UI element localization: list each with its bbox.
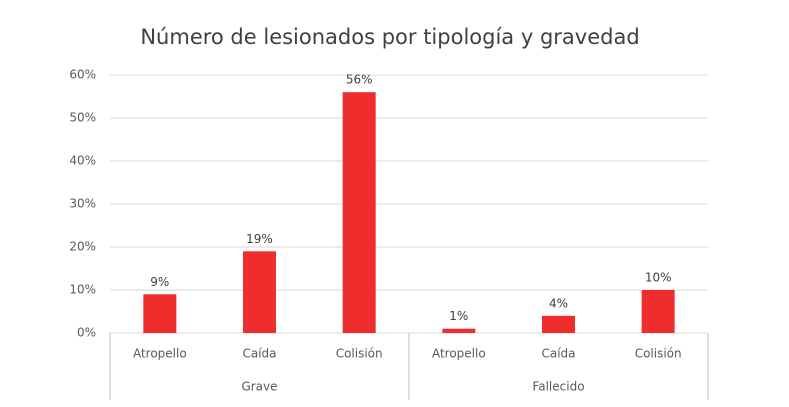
y-tick-label: 30% xyxy=(69,197,96,211)
bar xyxy=(243,251,276,333)
y-tick-label: 40% xyxy=(69,154,96,168)
bar xyxy=(143,294,177,333)
x-tick-label: Caída xyxy=(541,347,575,361)
bar xyxy=(342,92,376,333)
data-label: 56% xyxy=(346,73,373,87)
bar xyxy=(442,328,476,333)
chart-title: Número de lesionados por tipología y gra… xyxy=(140,25,639,49)
bar xyxy=(641,290,675,333)
y-tick-label: 10% xyxy=(69,283,96,297)
x-tick-label: Colisión xyxy=(336,347,383,361)
y-tick-label: 20% xyxy=(69,240,96,254)
y-tick-label: 60% xyxy=(69,68,96,82)
data-label: 1% xyxy=(449,309,468,323)
bar xyxy=(542,315,575,333)
group-label: Fallecido xyxy=(532,380,584,394)
y-tick-label: 0% xyxy=(77,326,96,340)
data-label: 9% xyxy=(150,275,169,289)
y-tick-label: 50% xyxy=(69,111,96,125)
x-tick-label: Caída xyxy=(242,347,276,361)
data-label: 19% xyxy=(246,232,273,246)
group-label: Grave xyxy=(241,380,277,394)
x-tick-label: Atropello xyxy=(432,347,486,361)
data-label: 10% xyxy=(645,271,672,285)
data-label: 4% xyxy=(549,296,568,310)
x-tick-label: Atropello xyxy=(133,347,187,361)
x-tick-label: Colisión xyxy=(635,347,682,361)
